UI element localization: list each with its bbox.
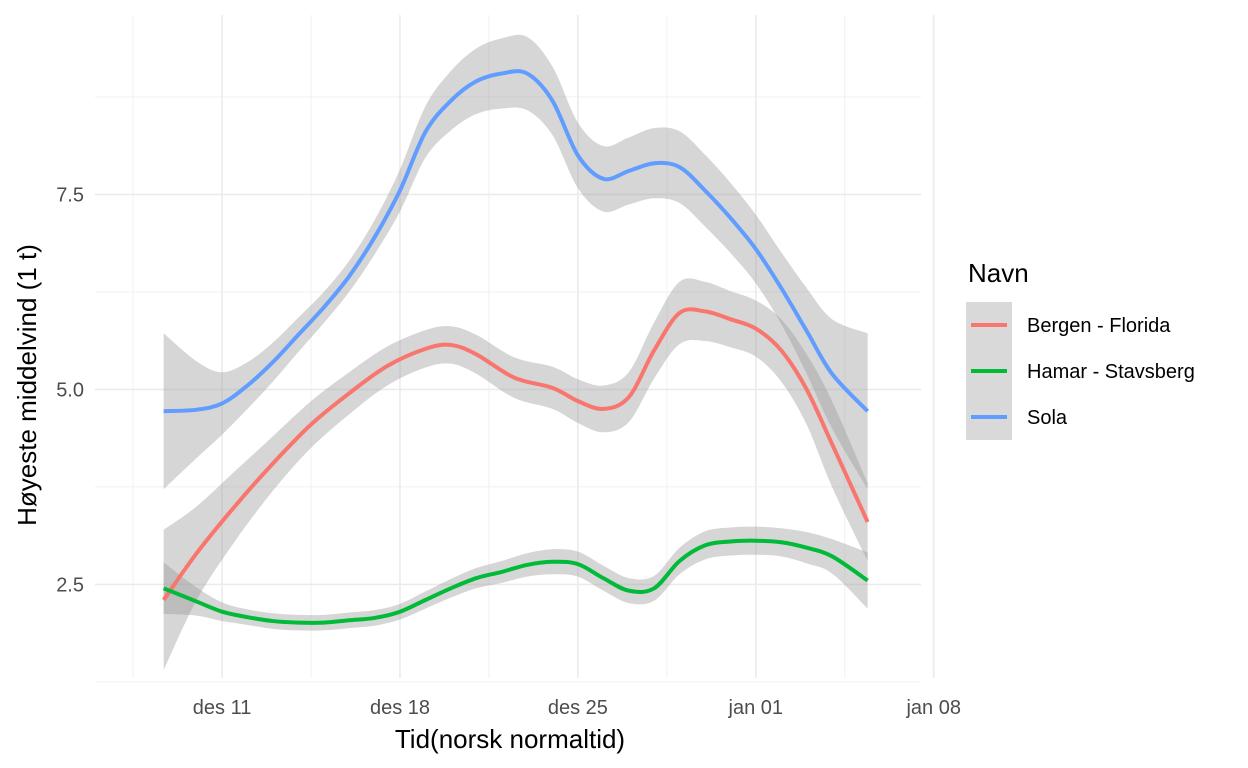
x-tick-label: des 18 <box>370 697 430 719</box>
y-tick-label: 2.5 <box>56 574 84 596</box>
x-tick-label: jan 08 <box>905 697 961 719</box>
y-tick-label: 7.5 <box>56 184 84 206</box>
grid-layer <box>95 15 935 683</box>
tick-labels: des 11 des 18 des 25 jan 01 jan 08 2.5 5.0 7.5 <box>56 184 961 719</box>
confidence-ribbons <box>163 34 868 671</box>
y-tick-label: 5.0 <box>56 379 84 401</box>
x-tick-label: des 25 <box>548 697 608 719</box>
legend-label: Sola <box>1027 407 1068 429</box>
x-tick-label: jan 01 <box>728 697 784 719</box>
legend-label: Hamar - Stavsberg <box>1027 361 1195 383</box>
series-lines <box>161 69 870 625</box>
legend: Navn Bergen - Florida Hamar - Stavsberg So… <box>966 258 1195 440</box>
line-bergen-florida <box>161 307 870 602</box>
legend-label: Bergen - Florida <box>1027 315 1171 337</box>
y-axis-title: Høyeste middelvind (1 t) <box>12 244 42 526</box>
line-sola <box>163 69 870 414</box>
legend-title: Navn <box>968 258 1029 288</box>
ribbon-sola <box>163 34 868 490</box>
x-axis-title: Tid(norsk normaltid) <box>395 724 625 754</box>
line-hamar-stavsberg <box>162 538 869 625</box>
x-tick-label: des 11 <box>193 697 252 719</box>
ribbon-bergen-florida <box>163 278 868 671</box>
